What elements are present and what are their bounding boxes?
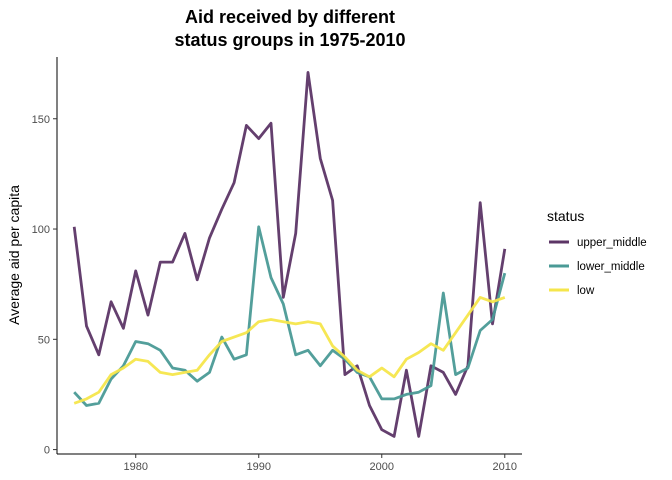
legend-label: upper_middle — [577, 237, 647, 249]
x-axis-ticks: 1980 1990 2000 2010 — [123, 454, 517, 473]
y-tick-label: 0 — [44, 445, 50, 457]
chart-title-line-1: Aid received by different — [185, 7, 395, 27]
series-line-low — [73, 295, 506, 405]
series-line-upper-middle — [72, 71, 507, 438]
legend-title: status — [547, 208, 584, 224]
legend-item-low: low — [549, 285, 595, 297]
legend-item-lower-middle: lower_middle — [549, 261, 645, 273]
legend-label: low — [577, 285, 595, 297]
x-tick-label: 2000 — [370, 461, 394, 473]
x-tick-label: 2010 — [493, 461, 517, 473]
series-line-lower-middle — [73, 225, 507, 407]
y-tick-label: 150 — [32, 114, 50, 126]
plot-area — [72, 71, 507, 438]
y-axis-ticks: 0 50 100 150 — [32, 114, 57, 457]
y-tick-label: 50 — [38, 334, 50, 346]
y-axis-title: Average aid per capita — [6, 185, 22, 325]
x-tick-label: 1990 — [247, 461, 271, 473]
y-tick-label: 100 — [32, 224, 50, 236]
legend-label: lower_middle — [577, 261, 645, 273]
x-tick-label: 1980 — [123, 461, 147, 473]
chart-title-line-2: status groups in 1975-2010 — [174, 30, 405, 50]
legend-item-upper-middle: upper_middle — [549, 237, 647, 249]
